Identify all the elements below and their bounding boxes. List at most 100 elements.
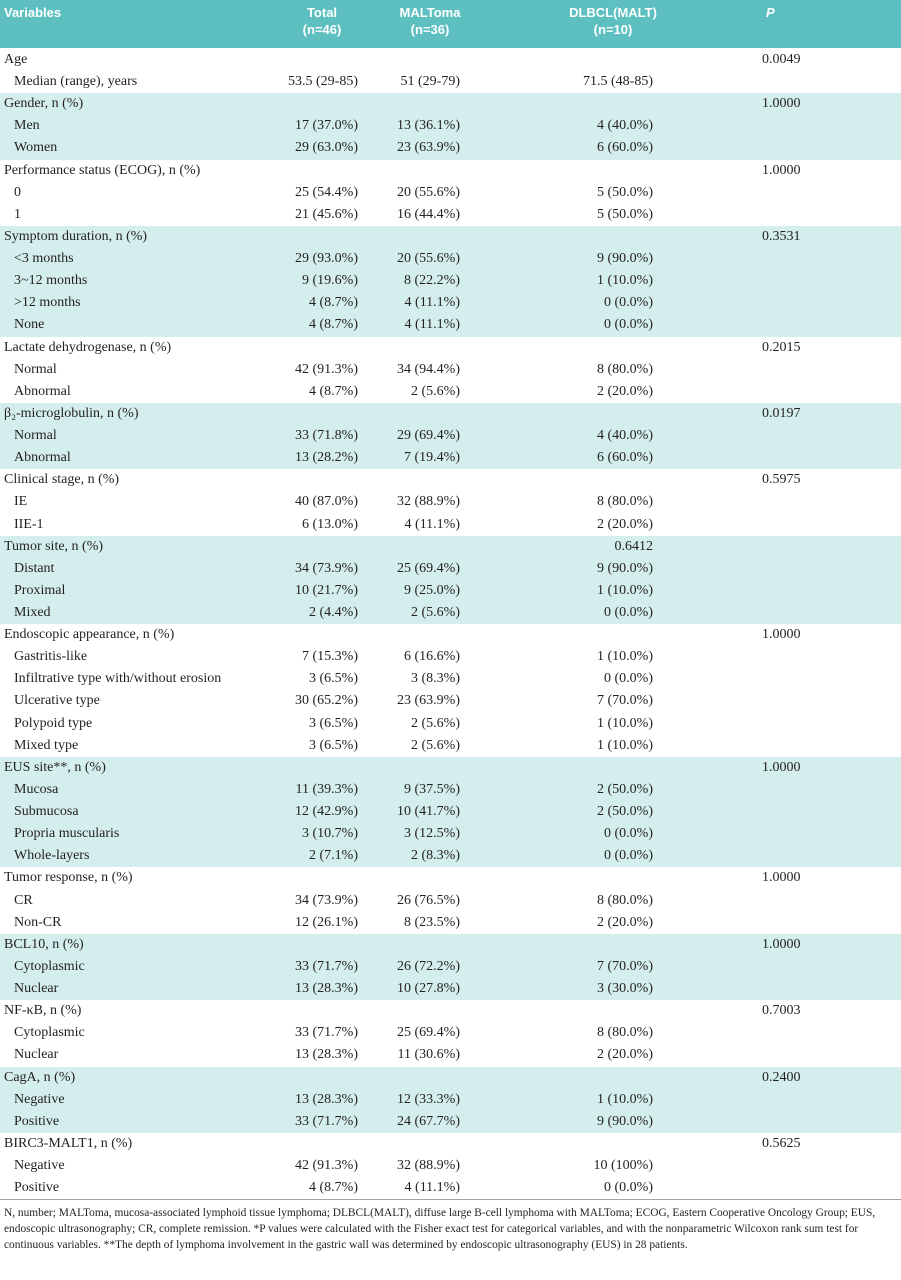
cell-value: 0 (0.0%) (604, 604, 653, 620)
cell-value: 7 (19.4%) (404, 450, 460, 466)
cell-value: 4 (40.0%) (597, 118, 653, 134)
cell-value: 4 (11.1%) (404, 516, 460, 532)
row-label: Nuclear (14, 981, 59, 997)
row-label: Positive (14, 1180, 60, 1196)
cell-value: 9 (90.0%) (597, 560, 653, 576)
cell-value: 8 (22.2%) (404, 273, 460, 289)
cell-value: 9 (25.0%) (404, 582, 460, 598)
cell-value: 2 (50.0%) (597, 804, 653, 820)
cell-value: 0.0197 (762, 405, 801, 421)
cell-value: 4 (8.7%) (309, 295, 358, 311)
cell-value: 25 (69.4%) (397, 1025, 460, 1041)
cell-value: 13 (28.3%) (295, 1091, 358, 1107)
cell-value: 33 (71.7%) (295, 958, 358, 974)
cell-value: 0.2015 (762, 339, 801, 355)
cell-value: 16 (44.4%) (397, 206, 460, 222)
cell-value: 17 (37.0%) (295, 118, 358, 134)
cell-value: 1 (10.0%) (597, 1091, 653, 1107)
cell-value: 0 (0.0%) (604, 671, 653, 687)
cell-value: 0.7003 (762, 1003, 801, 1019)
cell-value: 0 (0.0%) (604, 826, 653, 842)
cell-value: 13 (28.3%) (295, 981, 358, 997)
cell-value: 0.0049 (762, 52, 801, 67)
row-label: Positive (14, 1113, 60, 1129)
column-header: MALToma (n=36) (399, 5, 461, 37)
cell-value: 7 (15.3%) (302, 649, 358, 665)
table-header: Variables Total (n=46) MALToma (n=36) DLBCL… (0, 0, 901, 48)
row-label: β₂-microglobulin, n (%) (4, 405, 139, 421)
row-group: Lactate dehydrogenase, n (%) 0.2015 Normal… (0, 336, 901, 404)
row-group: Performance status (ECOG), n (%) 1.0000 0 2… (0, 159, 901, 227)
row-label: Nuclear (14, 1047, 59, 1063)
cell-value: 1.0000 (762, 870, 801, 886)
cell-value: 34 (94.4%) (397, 361, 460, 377)
cell-value: 33 (71.7%) (295, 1113, 358, 1129)
row-label: Whole-layers (14, 848, 90, 864)
cell-value: 9 (37.5%) (404, 781, 460, 797)
cell-value: 12 (26.1%) (295, 914, 358, 930)
row-label: Gender, n (%) (4, 96, 84, 112)
row-group: Gender, n (%) 1.0000 Men 17 (37.0%) 13 (36.1… (0, 93, 901, 161)
row-label: CagA, n (%) (4, 1069, 76, 1085)
row-label: Abnormal (14, 450, 71, 466)
row-label: Normal (14, 361, 57, 377)
cell-value: 26 (72.2%) (397, 958, 460, 974)
cell-value: 6 (60.0%) (597, 450, 653, 466)
cell-value: 9 (90.0%) (597, 251, 653, 267)
cell-value: 1.0000 (762, 627, 801, 643)
cell-value: 2 (20.0%) (597, 914, 653, 930)
cell-value: 10 (100%) (593, 1157, 654, 1173)
cell-value: 71.5 (48-85) (583, 74, 653, 90)
row-label: NF-κB, n (%) (4, 1003, 82, 1019)
row-label: Negative (14, 1091, 65, 1107)
cell-value: 4 (8.7%) (309, 1180, 358, 1196)
cell-value: 1.0000 (762, 162, 801, 178)
cell-value: 6 (16.6%) (404, 649, 460, 665)
cell-value: 51 (29-79) (400, 74, 461, 90)
cell-value: 3 (6.5%) (309, 715, 358, 731)
cell-value: 4 (11.1%) (404, 317, 460, 333)
row-group: BCL10, n (%) 1.0000 Cytoplasmic 33 (71.7%) 2… (0, 933, 901, 1002)
cell-value: 12 (33.3%) (397, 1091, 460, 1107)
cell-value: 23 (63.9%) (397, 693, 460, 709)
row-label: <3 months (14, 251, 74, 267)
cell-value: 13 (36.1%) (397, 118, 460, 134)
row-group: Endoscopic appearance, n (%) 1.0000 Gastri… (0, 624, 901, 758)
cell-value: 0 (0.0%) (604, 848, 653, 864)
cell-value: 0.2400 (762, 1069, 801, 1085)
row-label: IIE-1 (14, 516, 44, 532)
cell-value: 13 (28.2%) (295, 450, 358, 466)
row-group: β₂-microglobulin, n (%) 0.0197 Normal 33 (7… (0, 402, 901, 471)
row-group: Tumor response, n (%) 1.0000 CR 34 (73.9%) 2… (0, 867, 901, 935)
cell-value: 4 (40.0%) (597, 428, 653, 444)
row-label: Gastritis-like (14, 649, 88, 665)
cell-value: 29 (93.0%) (295, 251, 358, 267)
cell-value: 1 (10.0%) (597, 715, 653, 731)
cell-value: 4 (8.7%) (309, 383, 358, 399)
row-label: Propria muscularis (14, 826, 120, 842)
row-label: Proximal (14, 582, 66, 598)
cell-value: 53.5 (29-85) (288, 74, 358, 90)
cell-value: 3 (10.7%) (302, 826, 358, 842)
cell-value: 0.5975 (762, 472, 801, 488)
cell-value: 6 (13.0%) (302, 516, 358, 532)
cell-value: 12 (42.9%) (295, 804, 358, 820)
cell-value: 0.5625 (762, 1135, 801, 1151)
cell-value: 4 (8.7%) (309, 317, 358, 333)
cell-value: 42 (91.3%) (295, 361, 358, 377)
cell-value: 25 (54.4%) (295, 184, 358, 200)
cell-value: 29 (63.0%) (295, 140, 358, 156)
cell-value: 32 (88.9%) (397, 494, 460, 510)
row-label: Cytoplasmic (14, 1025, 85, 1041)
row-label: CR (14, 892, 33, 908)
row-label: Women (14, 140, 58, 156)
cell-value: 30 (65.2%) (295, 693, 358, 709)
row-label: Ulcerative type (14, 693, 100, 709)
cell-value: 34 (73.9%) (295, 560, 358, 576)
cell-value: 13 (28.3%) (295, 1047, 358, 1063)
row-label: Mixed type (14, 737, 79, 753)
row-label: Mucosa (14, 781, 59, 797)
cell-value: 10 (41.7%) (397, 804, 460, 820)
cell-value: 1 (10.0%) (597, 649, 653, 665)
cell-value: 11 (39.3%) (295, 781, 358, 797)
